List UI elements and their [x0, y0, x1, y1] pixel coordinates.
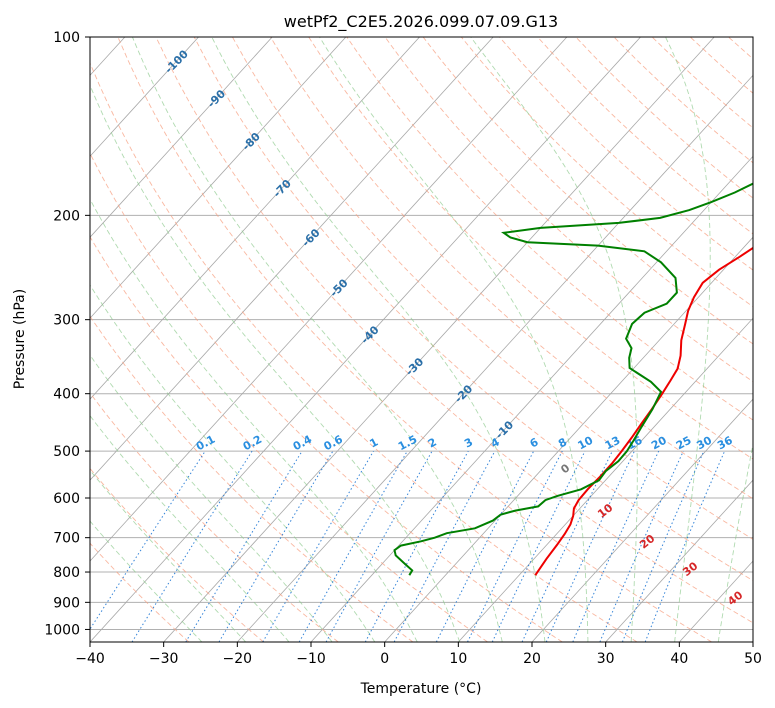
plot-frame — [89, 36, 754, 643]
mixing-ratio-line — [599, 450, 684, 642]
x-tick-label: 30 — [597, 651, 615, 667]
isotherm-line — [90, 37, 641, 642]
y-tick-label: 500 — [53, 444, 80, 460]
moist-adiabat — [90, 284, 376, 642]
mixing-ratio-line — [435, 450, 535, 642]
x-tick-label: 10 — [449, 651, 467, 667]
y-axis-label: Pressure (hPa) — [12, 289, 28, 389]
dry-adiabat — [384, 37, 753, 383]
x-tick-label: −10 — [296, 651, 326, 667]
isotherm-line — [384, 236, 753, 642]
x-tick-label: 20 — [523, 651, 541, 667]
isotherm-line — [90, 37, 494, 481]
x-axis: −40 −30 −20 −10 0 10 20 30 40 50 — [75, 642, 762, 667]
y-tick-label: 600 — [53, 491, 80, 507]
dry-adiabat — [155, 37, 753, 624]
x-tick-label: 40 — [670, 651, 688, 667]
series-layer — [393, 182, 753, 576]
chart-title: wetPf2_C2E5.2026.099.07.09.G13 — [284, 12, 558, 32]
mixing-ratio-line — [90, 450, 206, 631]
mixing-ratio-label: 30 — [694, 434, 714, 453]
x-tick-label: 0 — [380, 651, 389, 667]
mixing-ratio-line — [572, 450, 660, 642]
mixing-ratio-line — [644, 450, 726, 642]
dry-adiabat — [90, 152, 563, 642]
dry-adiabat — [308, 37, 753, 460]
dry-adiabat — [270, 37, 753, 500]
y-tick-label: 700 — [53, 531, 80, 547]
moist-adiabat — [211, 37, 546, 642]
mixing-ratio-label: 36 — [715, 434, 735, 453]
isotherm-line — [90, 37, 199, 157]
isotherm-line — [90, 37, 420, 400]
dry-adiabat — [232, 37, 753, 540]
isotherm-line — [90, 37, 347, 319]
x-tick-label: −20 — [223, 651, 253, 667]
dry-adiabat — [117, 37, 712, 642]
mixing-ratio-line — [364, 450, 469, 642]
isotherm-line — [163, 37, 715, 642]
mixing-ratio-label: 13 — [603, 434, 623, 453]
mixing-ratio-label: 10 — [576, 434, 596, 453]
x-tick-label: −40 — [75, 651, 105, 667]
mixing-ratio-label: 20 — [649, 434, 669, 453]
y-tick-label: 800 — [53, 565, 80, 581]
mixing-ratio-line — [467, 450, 563, 642]
y-tick-label: 400 — [53, 387, 80, 403]
background-lines — [90, 37, 753, 642]
mixing-ratio-line — [621, 450, 705, 642]
moist-adiabat — [90, 84, 461, 642]
y-tick-label: 1000 — [44, 622, 80, 638]
mixing-ratio-label: 25 — [674, 434, 694, 453]
mixing-ratio-line — [185, 450, 303, 642]
moist-adiabat — [717, 441, 753, 642]
y-tick-label: 900 — [53, 595, 80, 611]
isotherm-line — [237, 74, 753, 642]
x-axis-label: Temperature (°C) — [360, 681, 482, 697]
series-line-0 — [534, 246, 753, 576]
moist-adiabat — [470, 37, 638, 642]
y-tick-label: 100 — [53, 30, 80, 46]
moist-adiabat — [90, 198, 418, 642]
mixing-ratio-line — [131, 450, 253, 642]
dry-adiabat — [90, 61, 638, 642]
dry-adiabat — [422, 37, 753, 345]
isotherm-line — [458, 317, 753, 642]
y-tick-label: 200 — [53, 208, 80, 224]
moist-adiabat — [665, 37, 711, 642]
moist-adiabat — [90, 520, 203, 642]
series-line-1 — [393, 182, 753, 576]
mixing-ratio-line — [325, 450, 433, 642]
mixing-ratio-line — [393, 450, 496, 642]
mixing-ratio-line — [298, 450, 408, 642]
moist-adiabat — [319, 37, 589, 642]
isotherm-line — [90, 37, 273, 238]
moist-adiabat — [131, 37, 503, 642]
isotherm-line — [531, 398, 753, 642]
x-tick-label: 50 — [744, 651, 762, 667]
moist-adiabat — [90, 414, 290, 642]
y-tick-label: 300 — [53, 313, 80, 329]
y-axis: 100 200 300 400 500 600 700 800 900 1000 — [44, 30, 90, 638]
isotherm-line — [605, 479, 753, 642]
isotherm-line — [90, 37, 568, 562]
x-tick-label: −30 — [149, 651, 179, 667]
dry-adiabat — [193, 37, 753, 582]
moist-adiabat — [90, 469, 247, 642]
